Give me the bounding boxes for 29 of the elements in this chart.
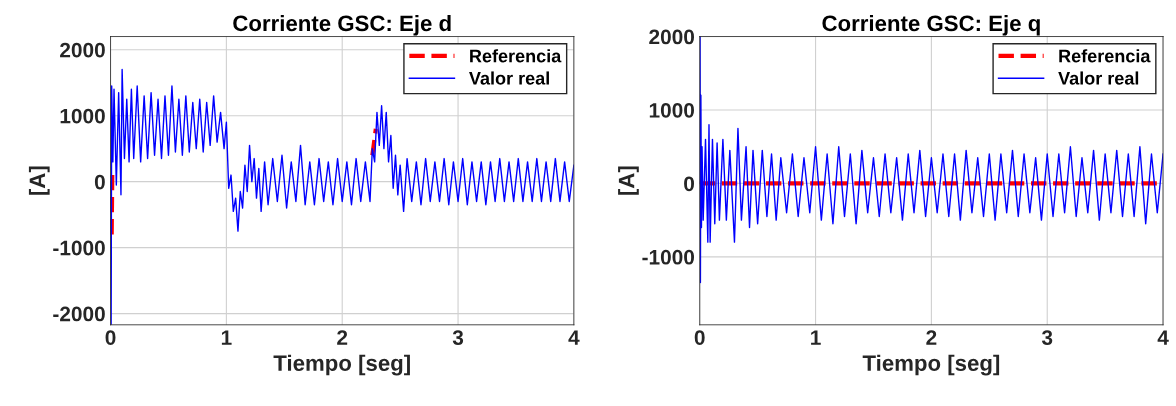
chart-title: Corriente GSC: Eje q (822, 14, 1040, 36)
x-tick-label: 2 (926, 330, 937, 345)
legend-label: Valor real (1058, 71, 1139, 85)
x-tick-label: 4 (568, 330, 580, 345)
y-axis-title: [A] (28, 166, 50, 195)
chart-title: Corriente GSC: Eje d (233, 14, 451, 36)
x-tick-label: 1 (811, 330, 821, 345)
y-tick-label: -1000 (642, 249, 695, 265)
legend-label: Referencia (470, 49, 562, 63)
x-tick-label: 2 (337, 330, 348, 345)
y-tick-label: -2000 (53, 306, 105, 322)
y-axis-title: [A] (618, 166, 639, 195)
x-tick-label: 0 (105, 330, 116, 345)
x-axis-title: Tiempo [seg] (273, 354, 410, 376)
x-axis-title: Tiempo [seg] (862, 354, 1000, 376)
y-tick-label: 2000 (60, 42, 105, 58)
y-tick-label: -1000 (53, 240, 105, 256)
y-tick-label: 2000 (649, 29, 695, 45)
y-tick-label: 1000 (649, 102, 695, 118)
y-tick-label: 1000 (60, 108, 105, 124)
x-tick-label: 1 (221, 330, 232, 345)
x-tick-label: 3 (1041, 330, 1053, 345)
x-tick-label: 0 (694, 330, 705, 345)
x-tick-label: 3 (452, 330, 464, 345)
legend-label: Referencia (1059, 49, 1151, 63)
x-tick-label: 4 (1157, 330, 1169, 345)
y-tick-label: 0 (94, 174, 105, 190)
legend-label: Valor real (469, 71, 549, 85)
y-tick-label: 0 (684, 176, 695, 192)
